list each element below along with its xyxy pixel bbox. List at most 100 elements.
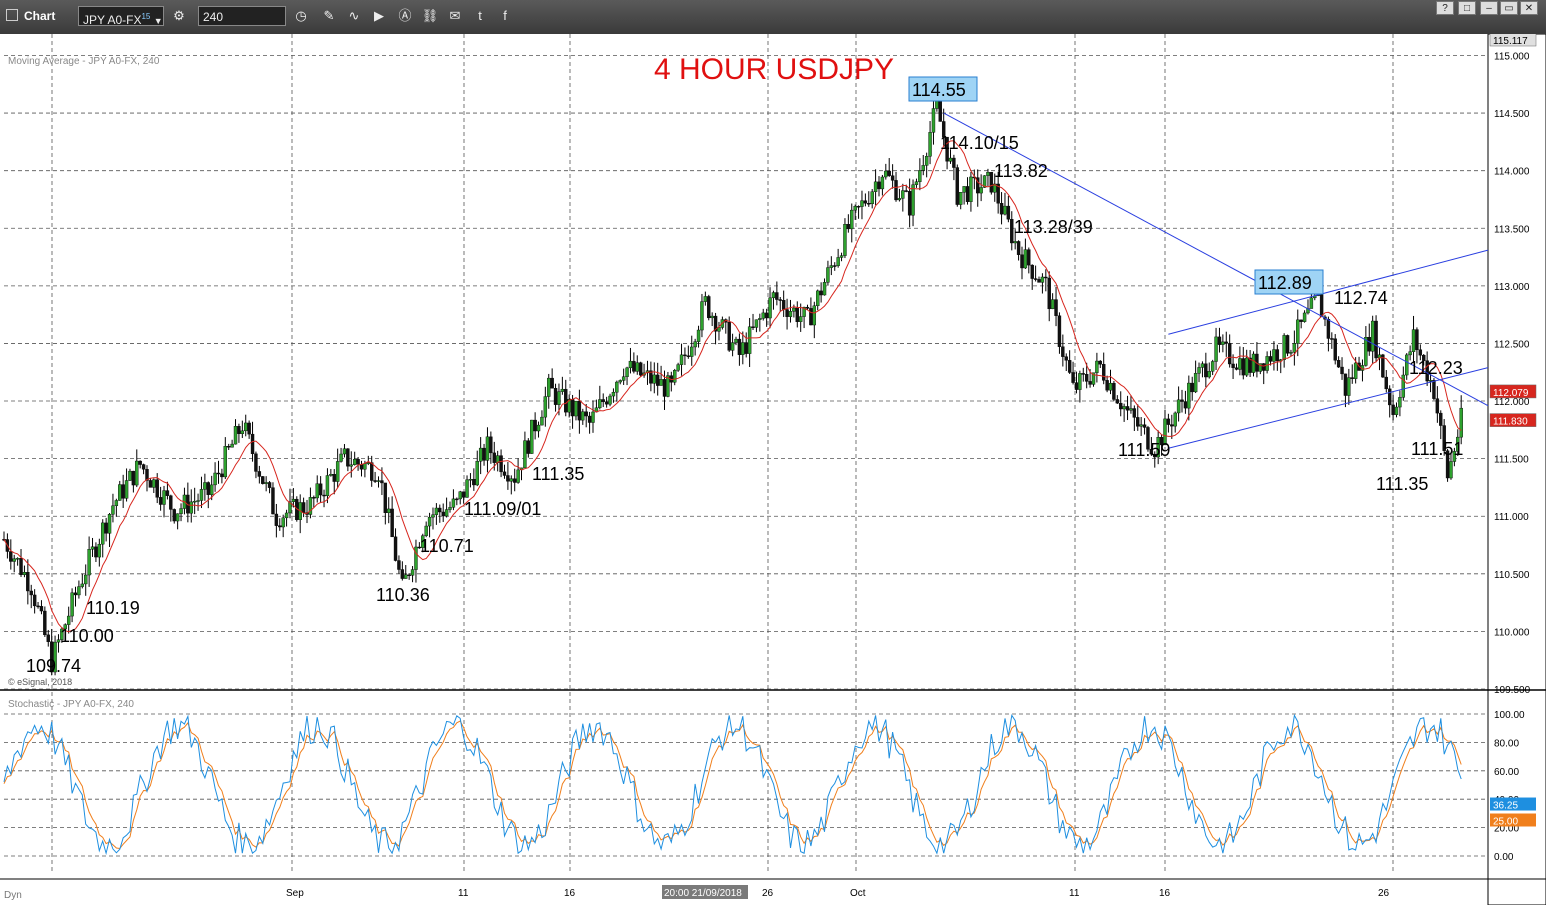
candle-body — [836, 257, 840, 266]
clock-icon[interactable]: ◷ — [295, 8, 307, 23]
price-axis-column — [1487, 34, 1546, 905]
candle-body — [230, 443, 234, 448]
candle-body — [1289, 352, 1293, 354]
chevron-down-icon[interactable]: ▼ — [153, 16, 163, 26]
candle-body — [904, 190, 908, 192]
candle-body — [128, 470, 132, 481]
candle-body — [97, 543, 102, 558]
candle-body — [744, 342, 748, 354]
candle-body — [489, 436, 493, 454]
candle-body — [955, 167, 960, 205]
price-callout-label: 111.35 — [1376, 474, 1428, 494]
candle-body — [451, 498, 456, 508]
candle-body — [1064, 356, 1068, 361]
candle-body — [1367, 337, 1371, 352]
candle-body — [1319, 291, 1324, 318]
chart-window-icon — [6, 9, 18, 21]
facebook-icon[interactable]: f — [503, 8, 507, 23]
candle-body — [673, 370, 677, 383]
price-tick-label: 112.000 — [1494, 397, 1530, 408]
candle-body — [999, 203, 1004, 215]
candle-body — [1146, 427, 1150, 450]
candle-body — [662, 379, 667, 397]
candle-body — [1411, 329, 1416, 352]
candle-body — [315, 483, 319, 499]
candle-body — [1435, 398, 1440, 414]
interval-input[interactable]: 240 — [198, 6, 286, 26]
candle-body — [1105, 380, 1109, 391]
candle-body — [1401, 374, 1406, 398]
settings-gear-icon[interactable]: ⚙ — [173, 8, 185, 23]
alert-icon[interactable]: Ⓐ — [398, 8, 412, 23]
candle-body — [1350, 377, 1354, 379]
candle-body — [312, 497, 316, 499]
candle-body — [1425, 360, 1429, 382]
pencil-icon[interactable]: ✎ — [323, 8, 335, 23]
candle-body — [754, 319, 759, 328]
candle-body — [618, 380, 622, 383]
candle-body — [1200, 363, 1205, 368]
symbol-input[interactable]: JPY A0-FX15 ▼ — [78, 6, 164, 27]
candle-body — [1016, 241, 1021, 255]
candle-body — [781, 300, 786, 310]
play-icon[interactable]: ▶ — [374, 8, 384, 23]
price-callout-label: 113.28/39 — [1014, 217, 1093, 237]
candle-body — [679, 354, 684, 365]
candle-body — [741, 342, 745, 355]
maximize-button[interactable]: ▭ — [1500, 1, 1518, 15]
candle-body — [244, 422, 248, 432]
candle-body — [121, 484, 125, 499]
comment-icon[interactable]: ✉ — [449, 8, 461, 23]
minimize-button[interactable]: – — [1480, 1, 1498, 15]
candle-body — [1084, 374, 1089, 382]
candle-body — [611, 391, 616, 397]
candle-body — [1091, 372, 1096, 385]
candle-body — [390, 508, 394, 538]
candle-body — [1020, 254, 1024, 269]
price-tag-label: 111.830 — [1493, 417, 1528, 428]
candle-body — [536, 424, 541, 432]
candle-body — [441, 511, 445, 517]
candle-body — [1272, 349, 1276, 362]
candle-body — [523, 440, 527, 469]
candle-body — [1153, 453, 1157, 458]
close-button[interactable]: ✕ — [1520, 1, 1538, 15]
help-button[interactable]: ? — [1436, 1, 1454, 15]
candle-body — [1299, 319, 1303, 322]
candle-body — [417, 546, 422, 549]
candle-body — [1221, 341, 1225, 345]
candle-body — [189, 501, 193, 514]
price-tag — [1489, 384, 1537, 399]
candle-body — [918, 170, 922, 182]
twitter-icon[interactable]: t — [478, 8, 482, 23]
candle-body — [1095, 360, 1099, 373]
candle-body — [1067, 360, 1072, 373]
candle-body — [914, 181, 919, 185]
chart-area[interactable]: 115.000 114.500 114.000 113.500 113.000 112.5… — [0, 34, 1546, 905]
price-callout-label: 111.51 — [1411, 439, 1463, 459]
link-icon[interactable]: ⛓ — [421, 8, 439, 23]
moving-average-line — [3, 140, 1462, 633]
candle-body — [19, 558, 23, 575]
price-tick-label: 110.500 — [1494, 570, 1530, 581]
candle-body — [90, 546, 95, 550]
candle-body — [1125, 406, 1130, 411]
price-tick-label: 114.000 — [1494, 167, 1530, 178]
candle-body — [1214, 336, 1218, 362]
candle-body — [322, 494, 326, 497]
candle-body — [897, 198, 902, 201]
candle-body — [240, 430, 245, 434]
candle-body — [676, 364, 680, 371]
candle-body — [158, 497, 163, 505]
candle-body — [1418, 349, 1423, 356]
candle-body — [785, 309, 789, 317]
candle-body — [227, 445, 231, 448]
restore-button[interactable]: □ — [1458, 1, 1476, 15]
candle-body — [1047, 277, 1051, 310]
candle-body — [1040, 276, 1045, 283]
draw-curve-icon[interactable]: ∿ — [348, 8, 360, 23]
candle-body — [693, 341, 697, 348]
candle-body — [530, 419, 534, 454]
candle-body — [43, 610, 47, 636]
candle-body — [1394, 406, 1399, 415]
